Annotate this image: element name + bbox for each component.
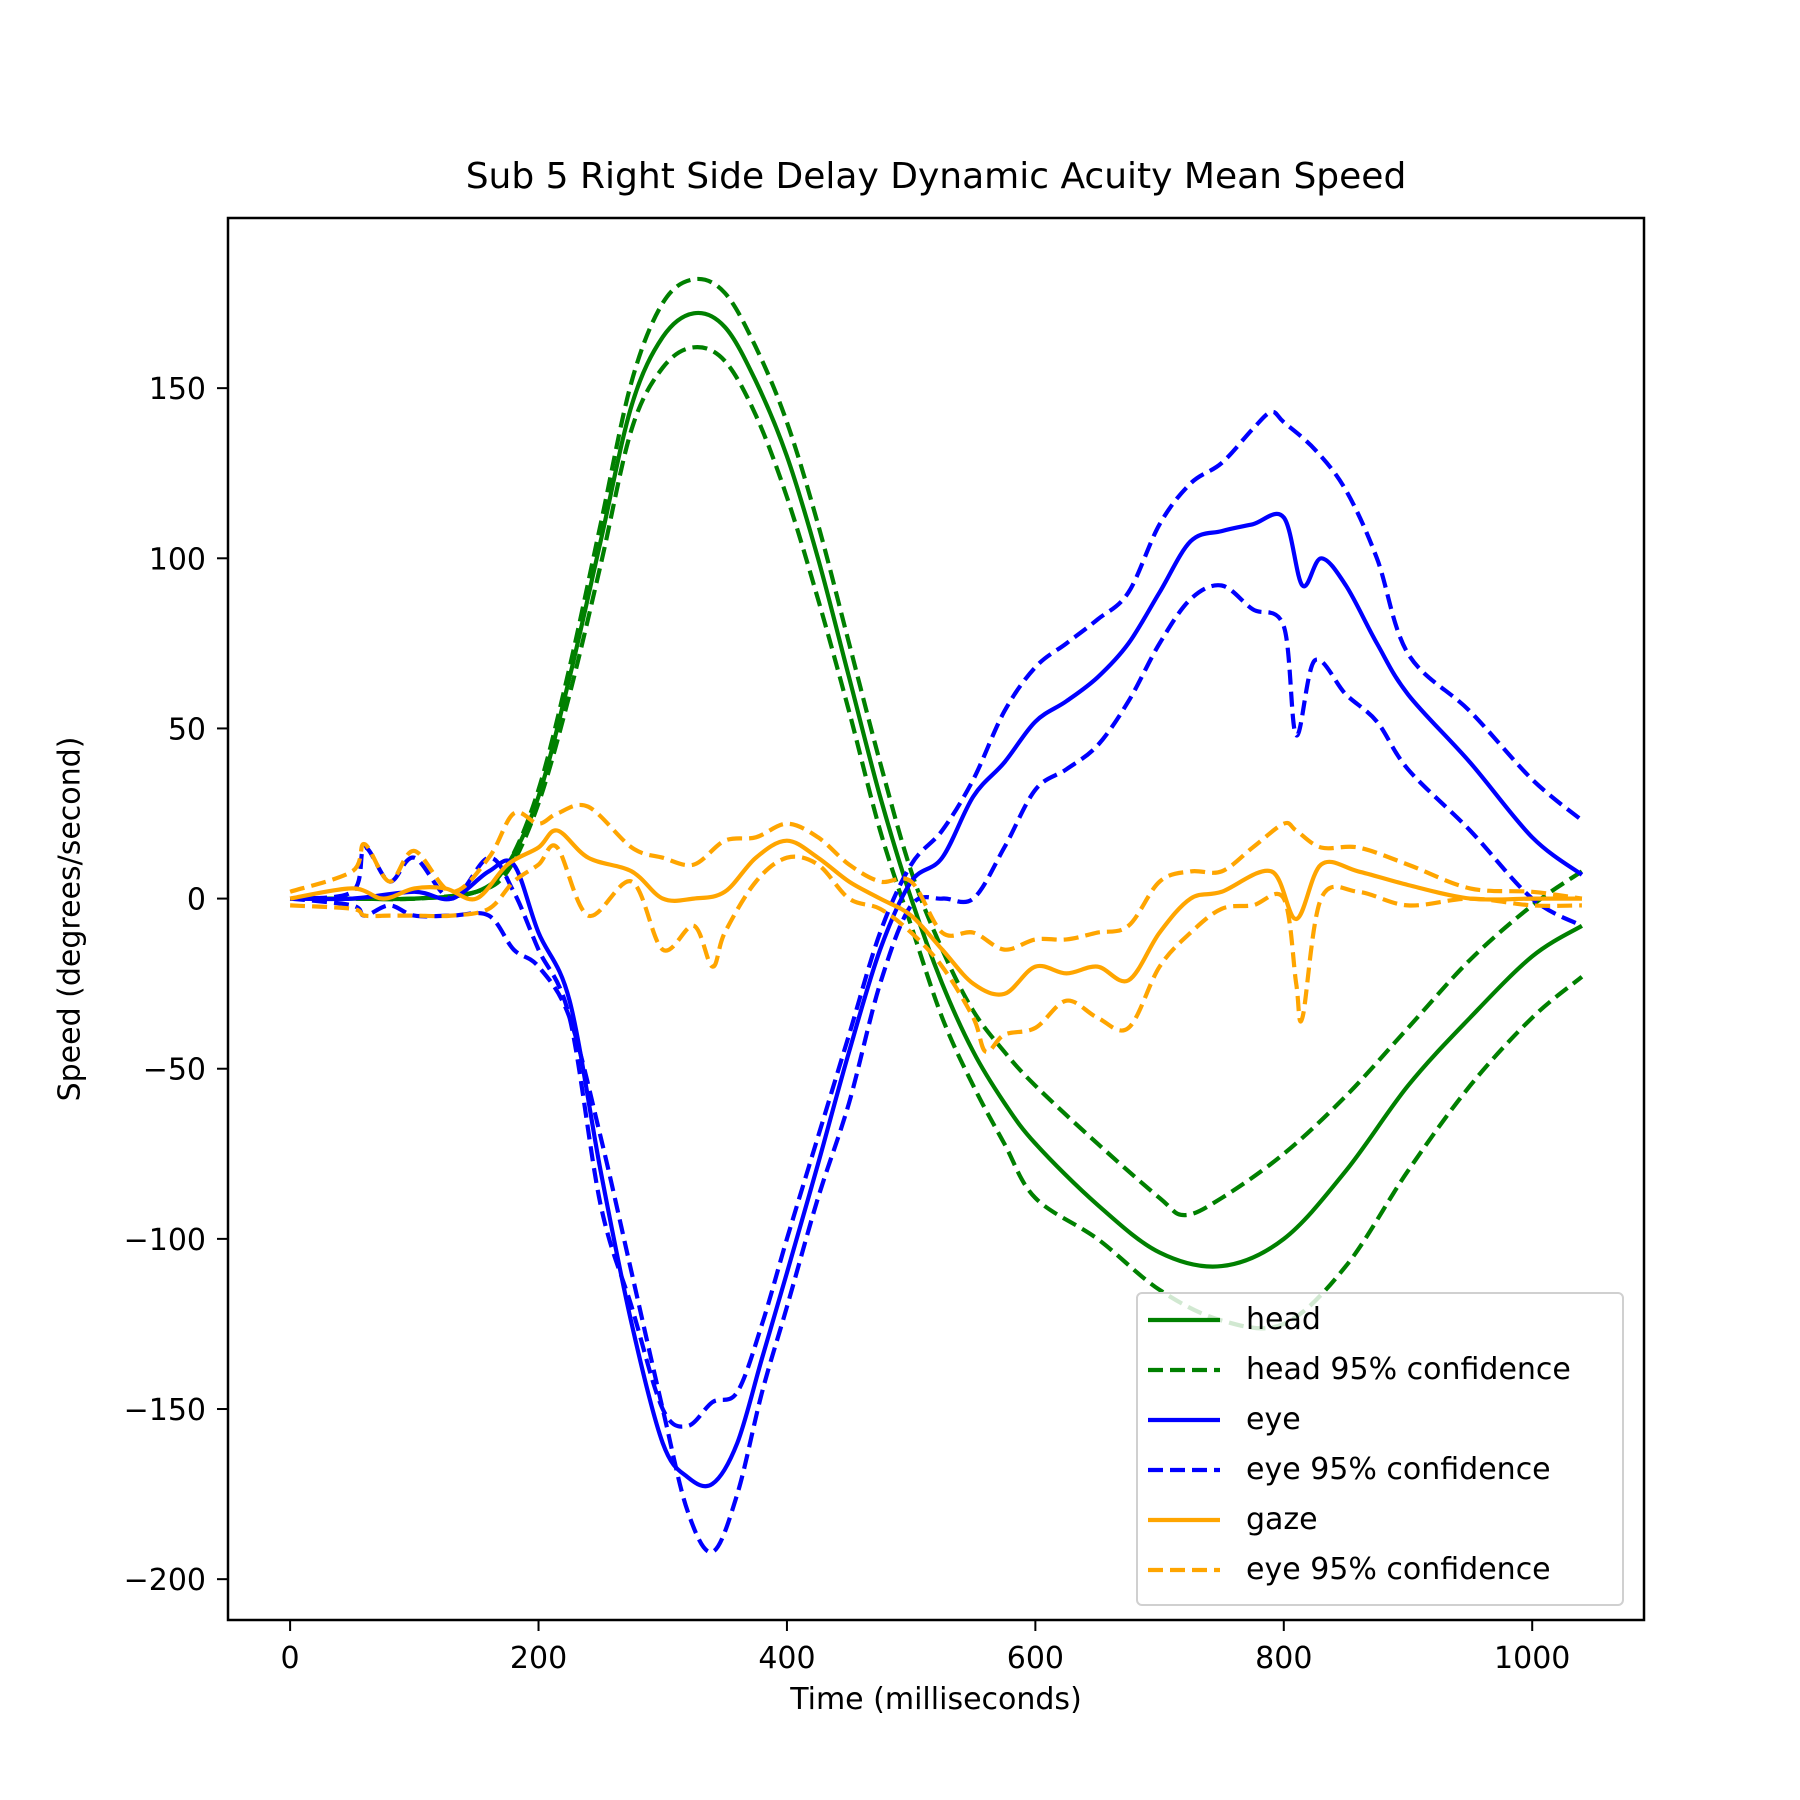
series-line-1 (290, 276, 1584, 1218)
legend-swatch (1148, 1317, 1220, 1323)
y-tick-label: −200 (124, 1563, 206, 1598)
legend-item: head (1138, 1300, 1622, 1340)
x-tick-label: 200 (510, 1641, 567, 1676)
series-line-0 (290, 310, 1583, 1269)
y-tick-label: −150 (124, 1393, 206, 1428)
legend-item: eye 95% confidence (1138, 1550, 1622, 1590)
series-line-3 (290, 511, 1584, 1489)
legend-label: head (1246, 1302, 1321, 1337)
legend-label: eye 95% confidence (1246, 1452, 1551, 1487)
plot-frame (226, 216, 1646, 1622)
y-tick-label: 50 (168, 712, 206, 747)
y-tick-label: 0 (187, 883, 206, 918)
x-tick-label: 400 (758, 1641, 815, 1676)
legend-label: eye (1246, 1402, 1301, 1437)
y-tick-label: 100 (149, 542, 206, 577)
legend-item: eye (1138, 1400, 1622, 1440)
legend-label: head 95% confidence (1246, 1352, 1571, 1387)
x-axis: 0 200 400 600 800 1000 (281, 1620, 1570, 1676)
legend-item: eye 95% confidence (1138, 1450, 1622, 1490)
x-axis-label: Time (milliseconds) (790, 1682, 1082, 1717)
y-tick-label: −100 (124, 1223, 206, 1258)
x-tick-label: 600 (1007, 1641, 1064, 1676)
series-line-2 (290, 345, 1584, 1331)
x-tick-label: 800 (1255, 1641, 1312, 1676)
x-tick-label: 0 (281, 1641, 300, 1676)
legend-swatch (1148, 1367, 1220, 1373)
legend-swatch (1148, 1467, 1220, 1473)
y-tick-label: 150 (149, 372, 206, 407)
series-line-4 (289, 409, 1584, 1429)
legend: head head 95% confidence eye eye 95% confid… (1136, 1292, 1624, 1606)
series-line-6 (289, 828, 1582, 997)
legend-label: gaze (1246, 1502, 1318, 1537)
x-tick-label: 1000 (1494, 1641, 1570, 1676)
series-line-8 (289, 843, 1582, 1055)
legend-label: eye 95% confidence (1246, 1552, 1551, 1587)
legend-item: gaze (1138, 1500, 1622, 1540)
legend-swatch (1148, 1567, 1220, 1573)
series-layer (289, 276, 1584, 1555)
legend-item: head 95% confidence (1138, 1350, 1622, 1390)
y-axis: −200 −150 −100 −50 0 50 100 150 (124, 372, 228, 1598)
legend-swatch (1148, 1417, 1220, 1423)
series-line-7 (289, 802, 1583, 952)
y-tick-label: −50 (143, 1053, 206, 1088)
legend-swatch (1148, 1517, 1220, 1523)
series-line-5 (289, 583, 1583, 1555)
chart-title: Sub 5 Right Side Delay Dynamic Acuity Me… (465, 156, 1407, 197)
y-axis-label: Speed (degrees/second) (52, 736, 88, 1102)
